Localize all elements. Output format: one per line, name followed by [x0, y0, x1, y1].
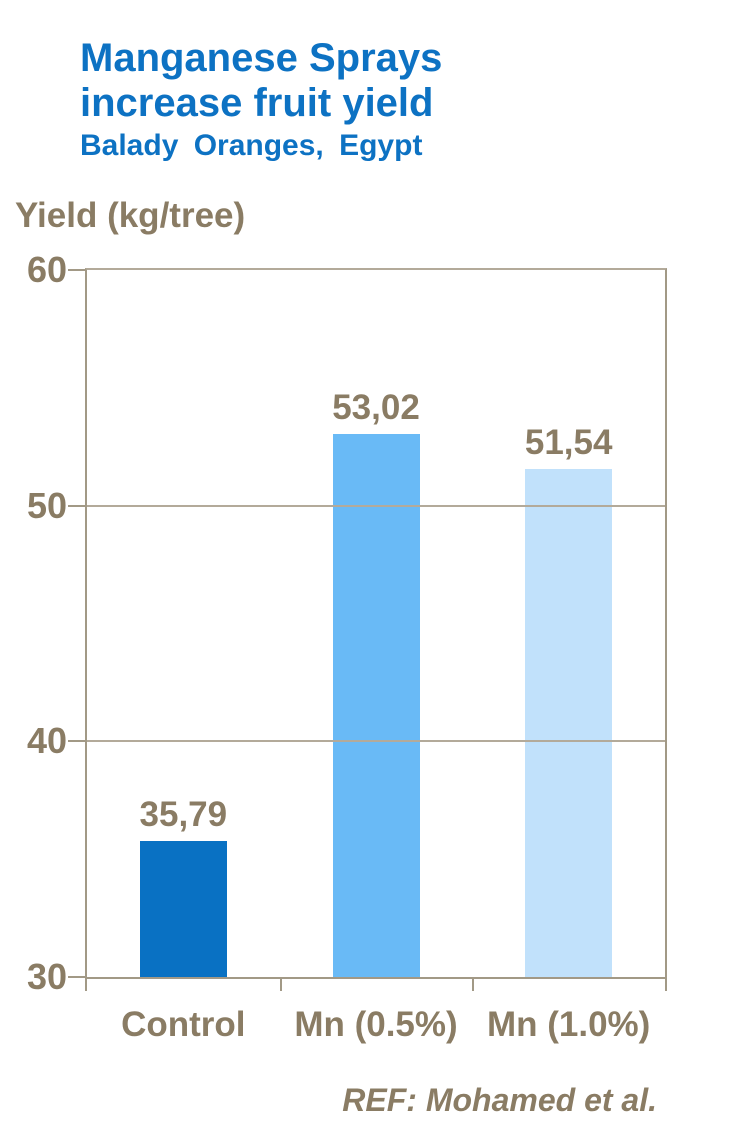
- y-tick-30: [68, 976, 85, 978]
- gridline-40: [87, 740, 665, 743]
- bar-group-mn-05: 53,02 Mn (0.5%): [281, 270, 471, 1043]
- bar-mn-05: [332, 434, 420, 977]
- y-tick-label-60: 60: [26, 249, 67, 290]
- bar-group-control: 35,79 Control: [88, 270, 278, 1043]
- chart-title-line1: Manganese Sprays: [80, 36, 443, 80]
- y-tick-label-30: 30: [26, 956, 67, 997]
- bar-mn-10: [525, 469, 613, 977]
- x-tick-2: [472, 979, 475, 991]
- bar-value-label: 53,02: [332, 388, 420, 427]
- y-axis-title: Yield (kg/tree): [15, 196, 246, 235]
- x-tick-3: [665, 979, 667, 991]
- y-tick-label-50: 50: [26, 484, 67, 526]
- bar-group-mn-10: 51,54 Mn (1.0%): [474, 270, 664, 1043]
- y-tick-60: [68, 269, 85, 271]
- bar-value-label: 51,54: [524, 423, 613, 462]
- bar-control: [139, 841, 227, 977]
- category-label-control: Control: [121, 1005, 246, 1044]
- y-tick-40: [68, 740, 85, 743]
- bar-value-label: 35,79: [139, 795, 228, 834]
- gridline-50: [87, 504, 665, 507]
- plot-area: 35,79 Control 53,02 Mn (0.5%) 51,54 Mn (…: [27, 252, 667, 1043]
- x-tick-0: [85, 979, 87, 991]
- y-tick-label-40: 40: [26, 720, 67, 762]
- y-tick-50: [68, 504, 85, 507]
- x-tick-1: [279, 979, 282, 991]
- chart-title: Manganese Sprays increase fruit yield: [80, 36, 442, 126]
- category-label-mn-05: Mn (0.5%): [294, 1005, 458, 1044]
- chart-subtitle: Balady Oranges, Egypt: [80, 129, 423, 162]
- chart-title-line2: increase fruit yield: [80, 81, 434, 125]
- category-label-mn-10: Mn (1.0%): [486, 1005, 651, 1044]
- reference-note: REF: Mohamed et al.: [342, 1082, 657, 1118]
